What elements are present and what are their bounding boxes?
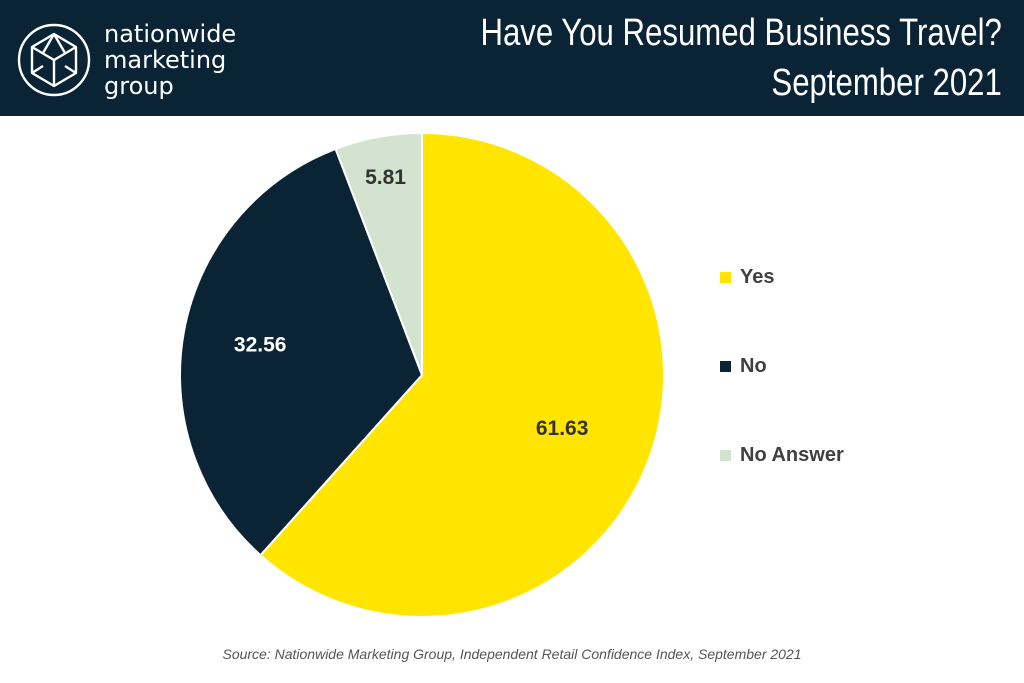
legend-item-yes: Yes [720,262,844,292]
legend-swatch [720,449,731,461]
brand-logo: nationwide marketing group [16,20,236,100]
data-label-no-answer: 5.81 [365,166,406,189]
chart-title: Have You Resumed Business Travel? Septem… [481,8,1002,108]
legend-label: Yes [740,265,775,288]
pie-data-labels: 61.63 32.56 5.81 [234,166,589,440]
chart-title-line-1: Have You Resumed Business Travel? [480,12,1002,54]
chart-legend: Yes No No Answer [720,262,844,529]
pie-slice-yes [259,131,665,618]
pie-slice-no [179,147,424,557]
brand-name: nationwide marketing group [104,21,236,99]
brand-line-1: nationwide [104,20,237,48]
source-note: Source: Nationwide Marketing Group, Inde… [222,646,802,662]
pie-slices [179,131,665,618]
pie-chart: 61.63 32.56 5.81 [179,131,665,618]
pie-slice-no-answer [334,131,423,376]
legend-item-no-answer: No Answer [720,440,844,470]
data-label-no: 32.56 [234,334,287,357]
chart-title-line-2: September 2021 [771,62,1002,104]
header-banner: nationwide marketing group Have You Resu… [0,0,1024,116]
brand-line-3: group [104,72,174,100]
geometric-cube-logo-icon [17,23,91,97]
data-label-yes: 61.63 [536,417,589,440]
legend-label: No [740,354,767,377]
brand-line-2: marketing [104,46,227,74]
legend-swatch [720,271,731,283]
legend-swatch [720,360,731,372]
legend-label: No Answer [740,443,844,466]
legend-item-no: No [720,351,844,381]
